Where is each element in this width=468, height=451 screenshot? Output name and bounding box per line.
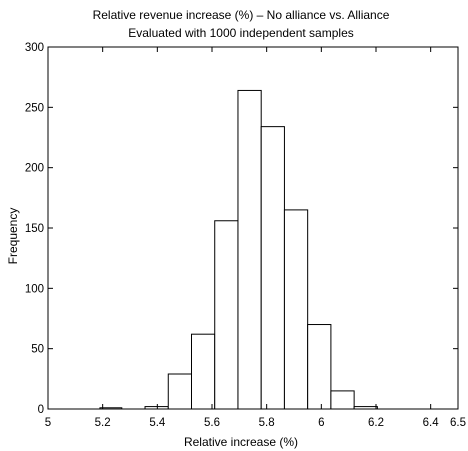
y-tick-label: 200: [25, 163, 44, 175]
x-axis-label: Relative increase (%): [184, 435, 298, 449]
histogram-bar: [191, 333, 216, 410]
x-tick-label: 6.4: [423, 417, 440, 429]
bars-group: [99, 89, 378, 410]
x-tick-label: 6.5: [450, 417, 466, 429]
histogram-bar: [237, 89, 262, 410]
histogram-bar: [307, 324, 332, 410]
y-tick-label: 0: [38, 404, 44, 416]
x-tick-label: 6: [318, 417, 324, 429]
histogram-bar: [330, 390, 355, 410]
y-tick-label: 150: [25, 223, 44, 235]
x-tick-label: 5.2: [95, 417, 111, 429]
y-tick-label: 50: [31, 344, 44, 356]
histogram-bar: [214, 220, 239, 410]
y-tick-label: 100: [25, 283, 44, 295]
chart-subtitle: Evaluated with 1000 independent samples: [128, 26, 354, 40]
chart-title: Relative revenue increase (%) – No allia…: [93, 8, 390, 22]
histogram-bar: [260, 126, 285, 410]
x-tick-label: 5: [45, 417, 51, 429]
x-tick-label: 6.2: [368, 417, 384, 429]
histogram-bar: [283, 209, 309, 410]
y-axis-label: Frequency: [6, 208, 20, 265]
x-tick-label: 5.4: [149, 417, 166, 429]
x-tick-label: 5.6: [204, 417, 220, 429]
plot-frame: [47, 46, 459, 410]
ticks-group: 5 5.2 5.4 5.6 5.8 6 6.2 6.4 6.5 0 50 100 150 200 250 30…: [25, 42, 466, 429]
x-tick-label: 5.8: [259, 417, 275, 429]
histogram-bar: [167, 373, 192, 410]
y-tick-label: 250: [25, 102, 44, 114]
y-tick-label: 300: [25, 42, 44, 54]
